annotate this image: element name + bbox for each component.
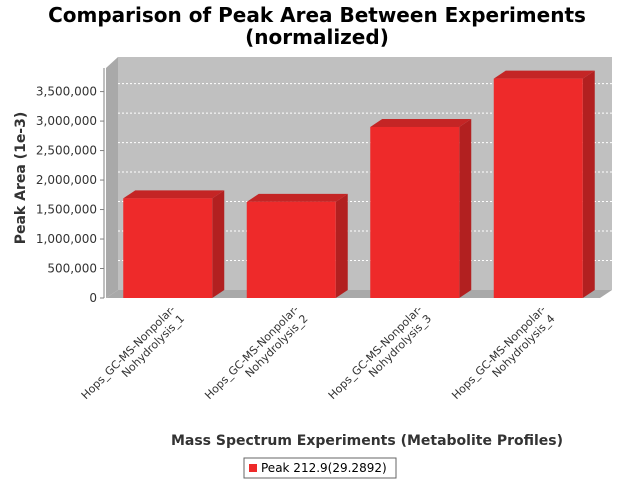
bar-top-face bbox=[123, 190, 225, 199]
bar-series bbox=[123, 70, 595, 298]
chart-title-line-1: Comparison of Peak Area Between Experime… bbox=[48, 3, 586, 27]
plot-floor bbox=[106, 290, 612, 298]
x-tick-label-line: Hops_GC-MS-Nonpolar- bbox=[326, 303, 425, 402]
legend: Peak 212.9(29.2892) bbox=[243, 457, 397, 479]
plot-left-wall bbox=[106, 57, 118, 298]
bar-front-face bbox=[246, 201, 336, 298]
bar-side-face bbox=[212, 190, 225, 298]
bar-top-face bbox=[246, 193, 348, 202]
chart-title-line-2: (normalized) bbox=[245, 25, 389, 49]
legend-box bbox=[243, 457, 397, 479]
bar bbox=[493, 70, 595, 298]
y-tick-label: 2,500,000 bbox=[36, 144, 97, 158]
bar bbox=[246, 193, 348, 298]
bar-side-face bbox=[459, 118, 472, 298]
plot-area bbox=[106, 57, 612, 298]
y-ticks: 0 500,000 1,000,000 1,500,000 2,000,000 2,500… bbox=[36, 85, 104, 305]
y-tick-label: 1,500,000 bbox=[36, 203, 97, 217]
bar bbox=[370, 118, 472, 298]
y-tick-label: 500,000 bbox=[47, 262, 97, 276]
x-tick-label-line: Hops_GC-MS-Nonpolar- bbox=[449, 303, 548, 402]
x-tick-label-line: Hops_GC-MS-Nonpolar- bbox=[202, 303, 301, 402]
y-tick-label: 1,000,000 bbox=[36, 232, 97, 246]
legend-label: Peak 212.9(29.2892) bbox=[261, 461, 387, 475]
bar bbox=[123, 190, 225, 298]
y-tick-label: 2,000,000 bbox=[36, 173, 97, 187]
bar-top-face bbox=[370, 118, 472, 127]
y-axis-title: Peak Area (1e-3) bbox=[13, 112, 29, 245]
plot-back-wall bbox=[118, 57, 612, 290]
x-tick-labels: Hops_GC-MS-Nonpolar-Nohydrolysis_1 Hops_G… bbox=[79, 303, 558, 411]
y-tick-label: 0 bbox=[89, 291, 97, 305]
bar-side-face bbox=[335, 193, 348, 298]
x-tick-label-line: Hops_GC-MS-Nonpolar- bbox=[79, 303, 178, 402]
x-tick-label: Hops_GC-MS-Nonpolar-Nohydrolysis_2 bbox=[202, 303, 310, 411]
bar-front-face bbox=[493, 78, 583, 298]
bar-top-face bbox=[493, 70, 595, 79]
x-tick-label: Hops_GC-MS-Nonpolar-Nohydrolysis_3 bbox=[326, 303, 434, 411]
bar-front-face bbox=[123, 198, 213, 298]
bar-front-face bbox=[370, 126, 460, 298]
bar-side-face bbox=[582, 70, 595, 298]
x-tick-label: Hops_GC-MS-Nonpolar-Nohydrolysis_1 bbox=[79, 303, 187, 411]
y-tick-label: 3,500,000 bbox=[36, 85, 97, 99]
x-tick-label: Hops_GC-MS-Nonpolar-Nohydrolysis_4 bbox=[449, 303, 557, 411]
y-tick-label: 3,000,000 bbox=[36, 114, 97, 128]
legend-swatch bbox=[249, 464, 257, 472]
y-axis: 0 500,000 1,000,000 1,500,000 2,000,000 2,500… bbox=[36, 68, 105, 305]
x-axis-title: Mass Spectrum Experiments (Metabolite Pr… bbox=[171, 433, 563, 449]
